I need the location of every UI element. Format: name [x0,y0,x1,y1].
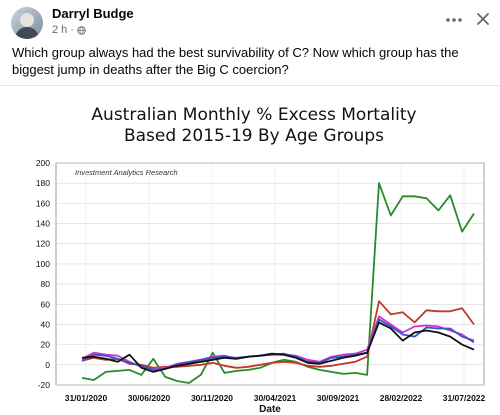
y-tick-label: 60 [41,299,51,309]
x-tick-label: 30/09/2021 [317,393,360,403]
x-axis-label: Date [259,404,281,415]
close-icon[interactable] [474,10,492,28]
y-tick-label: 20 [41,340,51,350]
chart-title-line2: Based 2015-19 By Age Groups [124,126,384,146]
globe-icon [77,25,86,35]
x-tick-label: 31/07/2022 [443,393,486,403]
y-tick-label: 100 [36,259,50,269]
x-tick-label: 30/06/2020 [128,393,171,403]
y-tick-label: 160 [36,198,50,208]
y-tick-label: 80 [41,279,51,289]
x-tick-label: 30/04/2021 [254,393,297,403]
series-line-4 [81,321,475,373]
x-tick-label: 31/01/2020 [65,393,108,403]
meta-separator: · [70,24,74,36]
y-tick-label: 120 [36,239,50,249]
post-meta: 2 h · [52,24,86,36]
excess-mortality-chart: Australian Monthly % Excess Mortality Ba… [0,86,500,415]
y-tick-label: 140 [36,219,50,229]
post-text: Which group always had the best survivab… [12,45,459,77]
post-time[interactable]: 2 h [52,24,68,36]
y-tick-label: -20 [38,380,51,390]
author-name[interactable]: Darryl Budge [52,6,134,21]
chart-watermark: Investment Analytics Research [75,168,178,177]
post-header: Darryl Budge 2 h · [0,0,500,40]
divider [0,85,500,86]
y-tick-label: 40 [41,319,51,329]
series-line-1 [81,300,475,369]
y-tick-label: 200 [36,158,50,168]
chart-title-line1: Australian Monthly % Excess Mortality [91,105,416,125]
x-tick-label: 30/11/2020 [191,393,233,403]
y-tick-label: 0 [45,360,50,370]
avatar[interactable] [11,7,43,39]
more-options-icon[interactable] [443,12,465,28]
x-tick-label: 28/02/2022 [380,393,423,403]
y-tick-label: 180 [36,178,50,188]
